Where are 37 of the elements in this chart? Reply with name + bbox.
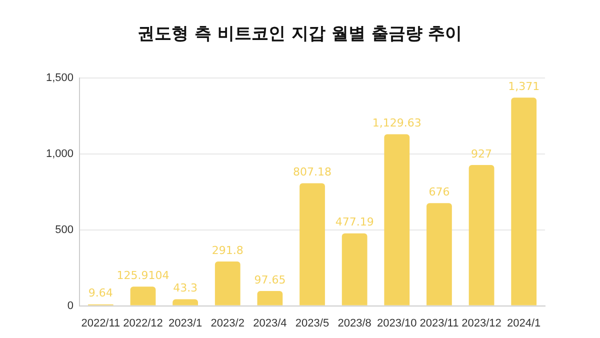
data-label: 676 (428, 186, 450, 198)
data-label: 125.9104 (116, 269, 170, 282)
x-tick-label: 2022/12 (123, 317, 163, 330)
x-tick-label: 2024/1 (507, 317, 541, 330)
x-tick-label: 2023/4 (253, 317, 287, 330)
bar (214, 261, 240, 306)
bar (384, 134, 410, 306)
bar (511, 98, 537, 306)
data-label: 9.64 (88, 286, 113, 300)
data-label: 927 (471, 147, 492, 160)
x-tick-label: 2022/11 (81, 317, 120, 330)
data-label: 43.3 (173, 282, 198, 295)
y-tick-label: 0 (67, 300, 74, 312)
y-tick-label: 1,000 (46, 148, 74, 160)
x-tick-label: 2023/11 (420, 317, 459, 330)
x-tick-label: 2023/1 (168, 317, 202, 330)
x-tick-label: 2023/12 (462, 317, 502, 330)
x-tick-label: 2023/8 (338, 317, 372, 330)
data-label: 1,129.63 (372, 116, 422, 130)
bar (300, 183, 325, 306)
bar (342, 233, 368, 306)
bar (130, 286, 156, 306)
data-label: 477.19 (335, 216, 374, 229)
x-tick-label: 2023/5 (295, 317, 330, 330)
data-label: 291.8 (212, 244, 244, 257)
bar (468, 165, 494, 306)
y-tick-label: 1,500 (46, 72, 74, 84)
bar (257, 290, 283, 306)
data-label: 1,371 (508, 80, 540, 93)
chart-title: 권도형 측 비트코인 지갑 월별 출금량 추이 (136, 23, 464, 45)
y-tick-label: 500 (55, 224, 74, 236)
x-tick-label: 2023/10 (377, 317, 417, 330)
bar (426, 203, 452, 306)
data-label: 807.18 (293, 166, 332, 179)
x-tick-label: 2023/2 (210, 317, 244, 330)
data-label: 97.65 (254, 273, 286, 286)
bar (172, 299, 198, 306)
